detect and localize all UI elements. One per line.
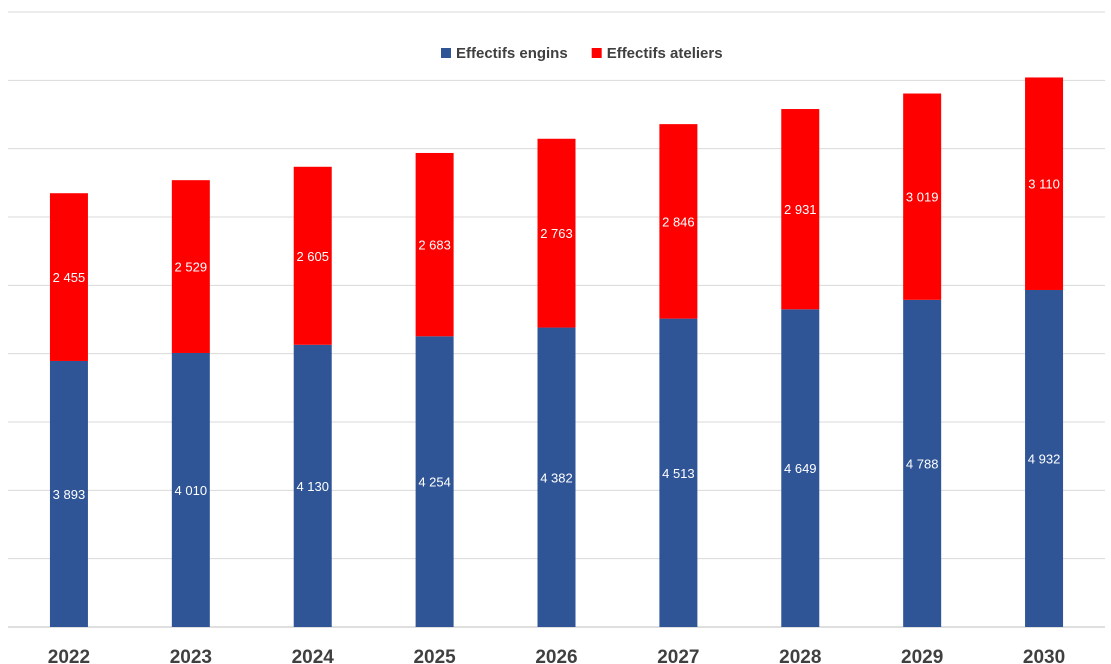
- bar-ateliers-2028: [781, 109, 820, 310]
- data-labels: 3 893 2 455 4 010 2 529 4 130 2 605 4 254 2 683…: [53, 177, 1061, 502]
- x-tick-label-2028: 2028: [779, 647, 821, 664]
- bar-ateliers-2025: [415, 152, 454, 337]
- legend-label-ateliers: Effectifs ateliers: [607, 45, 723, 62]
- bar-ateliers-2029: [903, 93, 942, 300]
- x-tick-label-2022: 2022: [48, 647, 90, 664]
- bar-engins-2029: [903, 299, 942, 627]
- data-label-engins-2025: 4 254: [418, 475, 451, 490]
- data-label-ateliers-2026: 2 763: [540, 226, 573, 241]
- data-label-engins-2026: 4 382: [540, 470, 573, 485]
- x-axis: 2022 2023 2024 2025 2026 2027 2028 2029 2030: [48, 647, 1065, 664]
- bar-ateliers-2026: [537, 138, 576, 328]
- data-label-engins-2028: 4 649: [784, 461, 817, 476]
- x-tick-label-2030: 2030: [1023, 647, 1065, 664]
- x-tick-label-2023: 2023: [170, 647, 212, 664]
- bar-ateliers-2024: [293, 166, 332, 345]
- data-label-engins-2023: 4 010: [175, 483, 208, 498]
- bar-ateliers-2023: [171, 180, 210, 353]
- data-label-ateliers-2022: 2 455: [53, 270, 86, 285]
- bar-ateliers-2027: [659, 124, 698, 319]
- bar-engins-2028: [781, 309, 820, 627]
- data-label-ateliers-2028: 2 931: [784, 202, 817, 217]
- data-label-ateliers-2025: 2 683: [418, 238, 451, 253]
- bar-engins-2027: [659, 318, 698, 627]
- bar-ateliers-2030: [1025, 77, 1064, 290]
- bar-engins-2022: [49, 360, 88, 627]
- x-tick-label-2025: 2025: [413, 647, 456, 664]
- data-label-ateliers-2024: 2 605: [296, 249, 329, 264]
- bar-ateliers-2022: [49, 193, 88, 361]
- x-tick-label-2024: 2024: [292, 647, 335, 664]
- data-label-engins-2022: 3 893: [53, 487, 86, 502]
- data-label-engins-2027: 4 513: [662, 466, 695, 481]
- data-label-engins-2030: 4 932: [1028, 451, 1061, 466]
- data-label-engins-2024: 4 130: [296, 479, 329, 494]
- bar-engins-2026: [537, 327, 576, 627]
- legend: Effectifs engins Effectifs ateliers: [441, 45, 723, 62]
- bars: [49, 77, 1064, 627]
- bar-engins-2024: [293, 344, 332, 627]
- legend-swatch-engins: [441, 48, 451, 58]
- data-label-engins-2029: 4 788: [906, 456, 939, 471]
- bar-engins-2025: [415, 336, 454, 627]
- x-tick-label-2027: 2027: [657, 647, 699, 664]
- data-label-ateliers-2027: 2 846: [662, 214, 695, 229]
- x-tick-label-2026: 2026: [535, 647, 577, 664]
- data-label-ateliers-2023: 2 529: [175, 260, 208, 275]
- bar-engins-2030: [1025, 289, 1064, 627]
- legend-label-engins: Effectifs engins: [456, 45, 568, 62]
- data-label-ateliers-2030: 3 110: [1028, 177, 1060, 192]
- legend-swatch-ateliers: [591, 48, 602, 58]
- bar-engins-2023: [171, 352, 210, 627]
- data-label-ateliers-2029: 3 019: [906, 190, 939, 205]
- x-tick-label-2029: 2029: [901, 647, 943, 664]
